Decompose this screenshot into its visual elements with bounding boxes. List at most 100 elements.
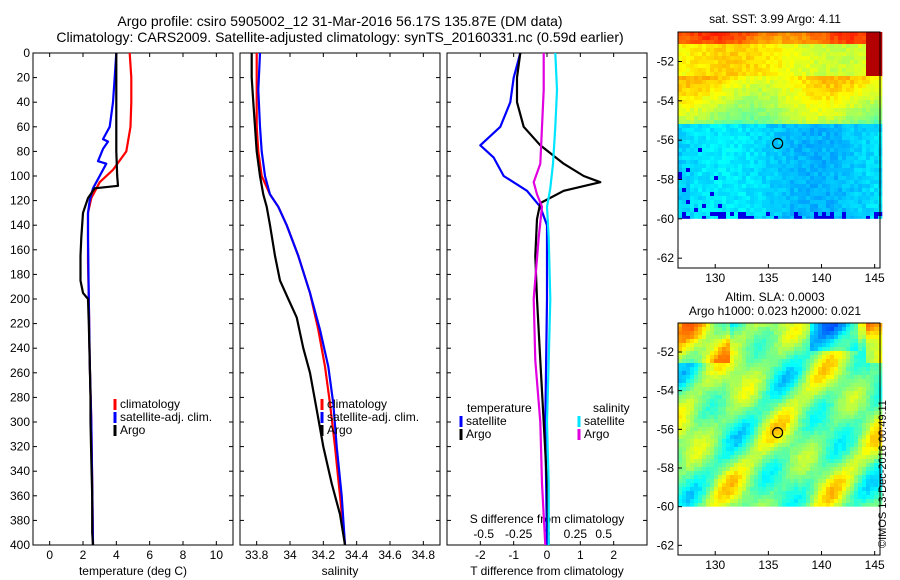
map-cell <box>826 208 831 213</box>
map-cell <box>798 379 803 384</box>
map-cell <box>762 96 767 101</box>
map-cell <box>834 52 839 57</box>
x-tick-label: 33.8 <box>245 548 269 562</box>
map-cell <box>742 84 747 89</box>
map-cell <box>714 419 719 424</box>
map-cell <box>774 52 779 57</box>
map-cell <box>722 36 727 41</box>
map-cell <box>742 160 747 165</box>
map-cell <box>866 144 871 149</box>
map-cell <box>770 72 775 77</box>
map-cell <box>826 455 831 460</box>
map-cell <box>710 64 715 69</box>
map-cell <box>798 128 803 133</box>
map-cell <box>794 495 799 500</box>
map-cell <box>802 208 807 213</box>
map-cell <box>742 367 747 372</box>
map-cell <box>810 351 815 356</box>
map-cell <box>702 455 707 460</box>
map-cell <box>810 76 815 81</box>
map-cell <box>794 387 799 392</box>
map-cell <box>830 96 835 101</box>
map-cell <box>698 60 703 65</box>
map-cell <box>690 60 695 65</box>
map-cell <box>842 347 847 352</box>
map-cell <box>782 112 787 117</box>
map-cell <box>814 76 819 81</box>
map-cell <box>818 411 823 416</box>
map-cell <box>790 391 795 396</box>
map-cell <box>866 140 871 145</box>
map-cell <box>850 495 855 500</box>
map-cell <box>750 395 755 400</box>
map-cell <box>794 188 799 193</box>
map-cell <box>766 96 771 101</box>
map-cell <box>798 395 803 400</box>
map-cell <box>738 367 743 372</box>
map-cell <box>822 471 827 476</box>
map-cell <box>810 36 815 41</box>
map-cell <box>770 112 775 117</box>
map-cell <box>862 72 867 77</box>
map-cell <box>814 499 819 504</box>
map-cell <box>842 80 847 85</box>
map-cell <box>794 84 799 89</box>
map-cell <box>874 184 879 189</box>
map-cell <box>694 184 699 189</box>
map-cell <box>682 391 687 396</box>
map-cell <box>846 399 851 404</box>
map-cell <box>738 120 743 125</box>
map-cell <box>770 371 775 376</box>
map-cell <box>866 168 871 173</box>
map-cell <box>774 423 779 428</box>
map-cell <box>870 359 875 364</box>
map-cell <box>762 399 767 404</box>
map-cell <box>782 160 787 165</box>
map-cell <box>874 459 879 464</box>
map-cell <box>702 359 707 364</box>
map-cell <box>778 136 783 141</box>
map-cell <box>862 200 867 205</box>
map-cell <box>830 52 835 57</box>
map-cell <box>742 435 747 440</box>
map-cell <box>742 180 747 185</box>
map-cell <box>818 367 823 372</box>
map-cell <box>770 132 775 137</box>
map-cell <box>874 176 879 181</box>
map-cell <box>746 371 751 376</box>
map-cell <box>710 192 715 197</box>
map-cell <box>726 72 731 77</box>
map-cell <box>766 180 771 185</box>
map-cell <box>862 80 867 85</box>
map-cell <box>798 399 803 404</box>
map-cell <box>706 144 711 149</box>
map-cell <box>750 76 755 81</box>
map-cell <box>790 108 795 113</box>
map-cell <box>758 379 763 384</box>
map-cell <box>810 40 815 45</box>
map-cell <box>762 391 767 396</box>
map-cell <box>702 112 707 117</box>
map-cell <box>690 451 695 456</box>
map-cell <box>866 387 871 392</box>
map-cell <box>814 60 819 65</box>
map-cell <box>682 459 687 464</box>
map-cell <box>814 495 819 500</box>
map-cell <box>826 399 831 404</box>
map-cell <box>858 204 863 209</box>
depth-tick-label: 120 <box>10 194 30 208</box>
map-cell <box>702 44 707 49</box>
map-cell <box>730 208 735 213</box>
map-cell <box>870 80 875 85</box>
map-cell <box>686 335 691 340</box>
map-cell <box>874 124 879 129</box>
map-cell <box>726 212 731 217</box>
x-tick-label: 0 <box>544 548 551 562</box>
map-cell <box>678 176 683 181</box>
map-cell <box>690 483 695 488</box>
map-cell <box>810 451 815 456</box>
map-cell <box>786 148 791 153</box>
map-cell <box>678 104 683 109</box>
map-cell <box>790 76 795 81</box>
map-cell <box>862 355 867 360</box>
